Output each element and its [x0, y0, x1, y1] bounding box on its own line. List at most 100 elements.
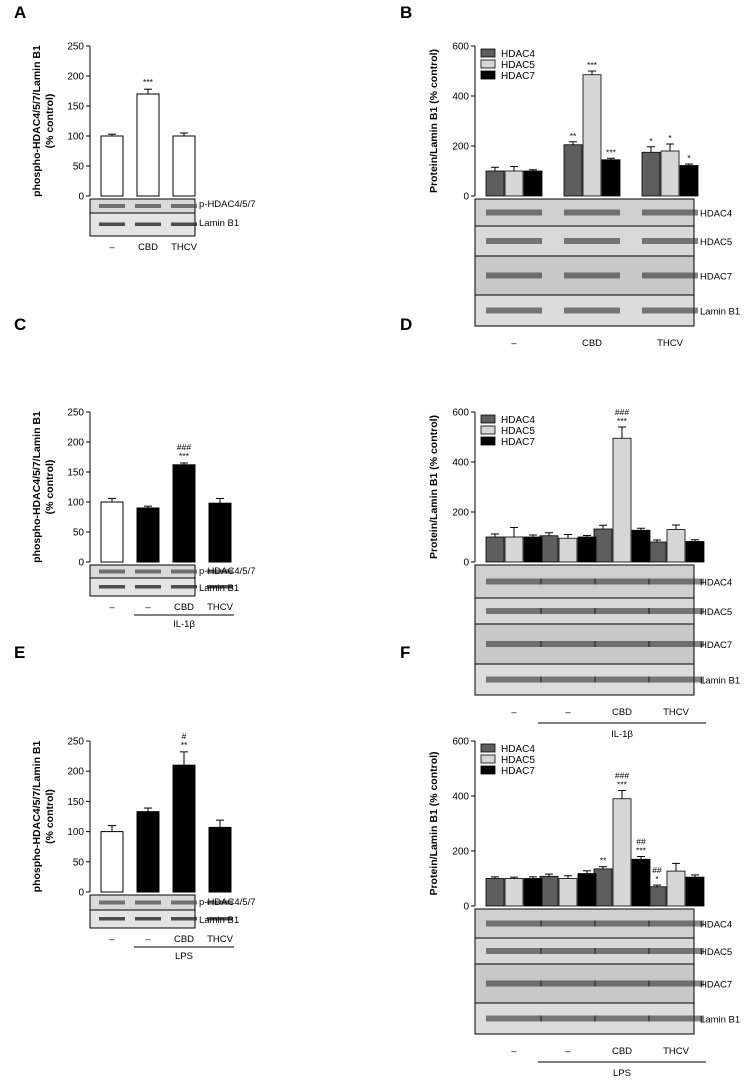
blot-lane	[171, 204, 197, 208]
bar	[136, 93, 160, 197]
blot-lane	[642, 238, 698, 244]
y-tick-label: 200	[67, 438, 84, 449]
blot-label: Lamin B1	[700, 676, 740, 687]
blot-label: HDAC4	[700, 209, 732, 220]
blot-lane	[594, 608, 650, 614]
bar-hdac5	[666, 529, 686, 563]
bar-hdac5	[504, 878, 524, 907]
blot-label: HDAC7	[700, 980, 732, 991]
y-tick-label: 200	[67, 72, 84, 83]
bar-hdac5	[558, 537, 578, 563]
blot-label: HDAC5	[700, 607, 732, 618]
blot-label: HDAC4	[700, 578, 732, 589]
blot-lane	[486, 307, 542, 314]
bar-hdac4	[647, 886, 667, 907]
significance-label: ***	[636, 846, 647, 856]
significance-label: **	[570, 131, 577, 141]
blot-lane	[486, 641, 542, 647]
y-tick-label: 100	[67, 132, 84, 143]
bar-hdac7	[577, 536, 597, 563]
legend-swatch	[480, 754, 496, 764]
blot-lane	[540, 1015, 596, 1022]
blot-lane	[486, 980, 542, 987]
legend-swatch	[480, 743, 496, 753]
blot-lane	[540, 920, 596, 927]
blot-lane	[594, 920, 650, 927]
blot-lane	[486, 920, 542, 927]
y-axis-label: phospho-HDAC4/5/7/Lamin B1(% control)	[31, 45, 56, 197]
bar-hdac5	[504, 170, 524, 197]
blot-label: HDAC5	[700, 947, 732, 958]
significance-label: ###	[615, 771, 629, 781]
blot-lane	[648, 578, 704, 585]
legend-swatch	[480, 765, 496, 775]
bar-hdac7	[523, 536, 543, 563]
category-label: –	[109, 242, 115, 253]
blot-lane	[648, 641, 704, 647]
bar-hdac7	[523, 170, 543, 197]
blot-lane	[564, 307, 620, 314]
blot-lane	[648, 948, 704, 954]
bar-hdac5	[582, 74, 602, 197]
blot-label: Lamin B1	[700, 307, 740, 318]
bar-hdac5	[660, 150, 680, 197]
blot-label: Lamin B1	[199, 915, 239, 926]
panel-a: A 0 50 100 150 200 250 phospho-HDAC4/5/7/Lamin …	[14, 3, 256, 253]
legend-label: HDAC5	[501, 755, 535, 766]
y-axis-label: phospho-HDAC4/5/7/Lamin B1(% control)	[31, 411, 56, 563]
blot-lane	[648, 1015, 704, 1022]
blot-lane	[540, 948, 596, 954]
significance-label: ###	[615, 407, 629, 417]
significance-label: ***	[143, 77, 154, 87]
blot-lane	[207, 917, 233, 921]
blot-lane	[207, 900, 233, 905]
category-label: –	[565, 707, 571, 718]
y-tick-label: 150	[67, 468, 84, 479]
bar	[100, 135, 124, 197]
legend-label: HDAC5	[501, 426, 535, 437]
blot-label: HDAC4	[700, 920, 732, 931]
blot-lane	[99, 900, 125, 905]
significance-label: *	[668, 133, 672, 143]
y-tick-label: 150	[67, 102, 84, 113]
blot-lane	[171, 900, 197, 905]
y-tick-label: 100	[67, 827, 84, 838]
bar-hdac4	[539, 875, 559, 907]
bar	[100, 831, 124, 893]
bar-hdac7	[685, 541, 705, 563]
y-tick-label: 200	[452, 142, 469, 153]
bar-hdac5	[504, 536, 524, 563]
blot-lane	[564, 209, 620, 216]
bar	[172, 764, 196, 893]
blot-lane	[135, 222, 161, 226]
y-tick-label: 0	[78, 192, 84, 203]
category-label: –	[565, 1046, 571, 1057]
bar-hdac7	[631, 529, 651, 563]
bar-hdac7	[679, 165, 699, 197]
legend-swatch	[480, 70, 496, 80]
treatment-label: LPS	[613, 1068, 631, 1079]
bar	[208, 502, 232, 563]
treatment-label: LPS	[175, 951, 193, 962]
panel-label: B	[400, 3, 412, 22]
blot-lane	[594, 578, 650, 585]
category-label: CBD	[138, 242, 158, 253]
blot-lane	[594, 641, 650, 647]
significance-label: ###	[177, 442, 191, 452]
blot-lane	[540, 676, 596, 683]
y-tick-label: 600	[452, 737, 469, 748]
blot-lane	[99, 569, 125, 574]
bar-hdac4	[641, 151, 661, 197]
panel-f: F 0 200 400 600 Protein/Lamin B1 (% control) H…	[400, 643, 740, 1079]
blot-lane	[540, 578, 596, 585]
treatment-label: IL-1β	[173, 619, 195, 630]
significance-label: **	[181, 740, 188, 750]
y-tick-label: 250	[67, 408, 84, 419]
category-label: THCV	[663, 707, 690, 718]
category-label: THCV	[207, 934, 234, 945]
category-label: CBD	[612, 707, 632, 718]
blot-lane	[171, 569, 197, 574]
legend-swatch	[480, 414, 496, 424]
significance-label: ***	[617, 416, 628, 426]
bar-hdac7	[577, 873, 597, 907]
